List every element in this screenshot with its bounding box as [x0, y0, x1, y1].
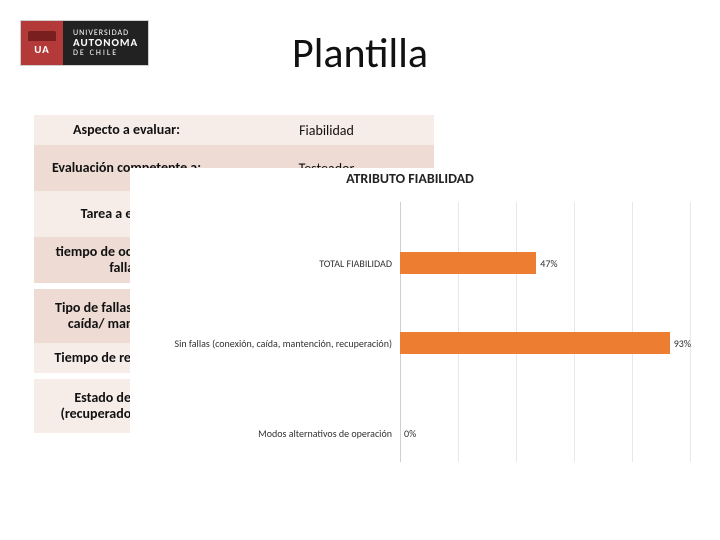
reliability-chart: ATRIBUTO FIABILIDAD TOTAL FIABILIDAD 47% S… — [130, 168, 690, 478]
chart-bar-value: 93% — [670, 332, 691, 354]
chart-bar-row: Modos alternativos de operación0% — [130, 422, 690, 444]
chart-bar-label: Sin fallas (conexión, caída, mantención,… — [130, 338, 400, 349]
chart-title: ATRIBUTO FIABILIDAD — [130, 170, 690, 187]
chart-bar-track: 93% — [400, 332, 690, 354]
chart-bar-value: 0% — [400, 422, 416, 444]
table-row: Aspecto a evaluar:Fiabilidad — [34, 115, 434, 145]
slide: UA UNIVERSIDAD AUTONOMA DE CHILE Plantil… — [0, 0, 720, 540]
chart-bar-label: TOTAL FIABILIDAD — [130, 258, 400, 269]
chart-bar-track: 47% — [400, 252, 690, 274]
chart-bar-row: TOTAL FIABILIDAD 47% — [130, 252, 690, 274]
chart-bar-track: 0% — [400, 422, 690, 444]
table-value: Fiabilidad — [219, 115, 434, 145]
chart-bar-fill — [400, 252, 536, 274]
chart-bar-fill — [400, 332, 670, 354]
page-title: Plantilla — [0, 28, 720, 79]
chart-bar-value: 47% — [536, 252, 557, 274]
chart-bar-label: Modos alternativos de operación — [130, 428, 400, 439]
chart-plot-area: TOTAL FIABILIDAD 47% Sin fallas (conexión,… — [130, 202, 690, 462]
chart-bar-row: Sin fallas (conexión, caída, mantención,… — [130, 332, 690, 354]
table-label: Aspecto a evaluar: — [34, 115, 219, 145]
